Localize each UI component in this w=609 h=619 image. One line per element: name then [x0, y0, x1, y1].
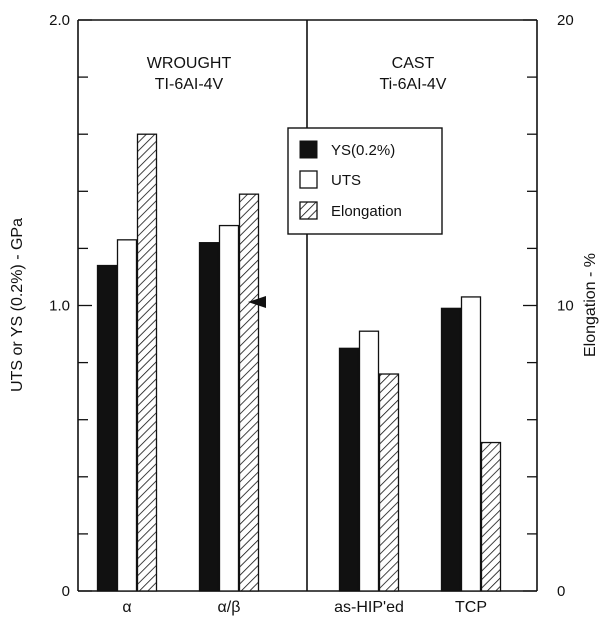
bar-elongation-2 — [378, 373, 400, 592]
left-tick-label: 1.0 — [49, 298, 70, 315]
x-tick-label: α/β — [218, 599, 241, 616]
right-tick-label: 0 — [557, 583, 565, 600]
axis-ticks: 0 1.0 2.0 0 10 20 — [49, 12, 574, 600]
bar-ys-0-2--1 — [198, 242, 220, 592]
right-tick-label: 10 — [557, 298, 574, 315]
left-tick-label: 2.0 — [49, 12, 70, 29]
bar-elongation-1 — [238, 193, 260, 592]
x-tick-label: α — [122, 599, 131, 616]
group-label-wrought-line2: TI-6AI-4V — [155, 76, 224, 93]
y2-axis-label: Elongation - % — [582, 253, 599, 357]
legend-swatch-uts — [299, 170, 318, 189]
bars: α α/β as-HIP'ed TCP — [96, 133, 502, 616]
y-axis-label: UTS or YS (0.2%) - GPa — [9, 218, 26, 392]
group-label-cast-line2: Ti-6AI-4V — [380, 76, 447, 93]
bar-uts-0 — [116, 239, 138, 592]
x-tick-label: as-HIP'ed — [334, 599, 404, 616]
left-tick-label: 0 — [62, 583, 70, 600]
legend-swatch-elongation — [299, 201, 318, 220]
legend-swatch-ys — [299, 140, 318, 159]
bar-ys-0-2--3 — [440, 307, 462, 592]
legend-label-elongation: Elongation — [331, 203, 402, 220]
bar-uts-2 — [358, 330, 380, 592]
legend: YS(0.2%) UTS Elongation — [287, 127, 443, 235]
legend-label-ys: YS(0.2%) — [331, 142, 395, 159]
legend-label-uts: UTS — [331, 172, 361, 189]
bar-ys-0-2--2 — [338, 347, 360, 592]
group-label-wrought-line1: WROUGHT — [147, 55, 232, 72]
bar-elongation-3 — [480, 441, 502, 592]
bar-elongation-0 — [136, 133, 158, 592]
right-tick-label: 20 — [557, 12, 574, 29]
group-label-cast-line1: CAST — [392, 55, 435, 72]
annotation-arrow — [248, 296, 266, 308]
x-tick-label: TCP — [455, 599, 487, 616]
bar-uts-3 — [460, 296, 482, 592]
bar-ys-0-2--0 — [96, 264, 118, 592]
bar-uts-1 — [218, 224, 240, 592]
